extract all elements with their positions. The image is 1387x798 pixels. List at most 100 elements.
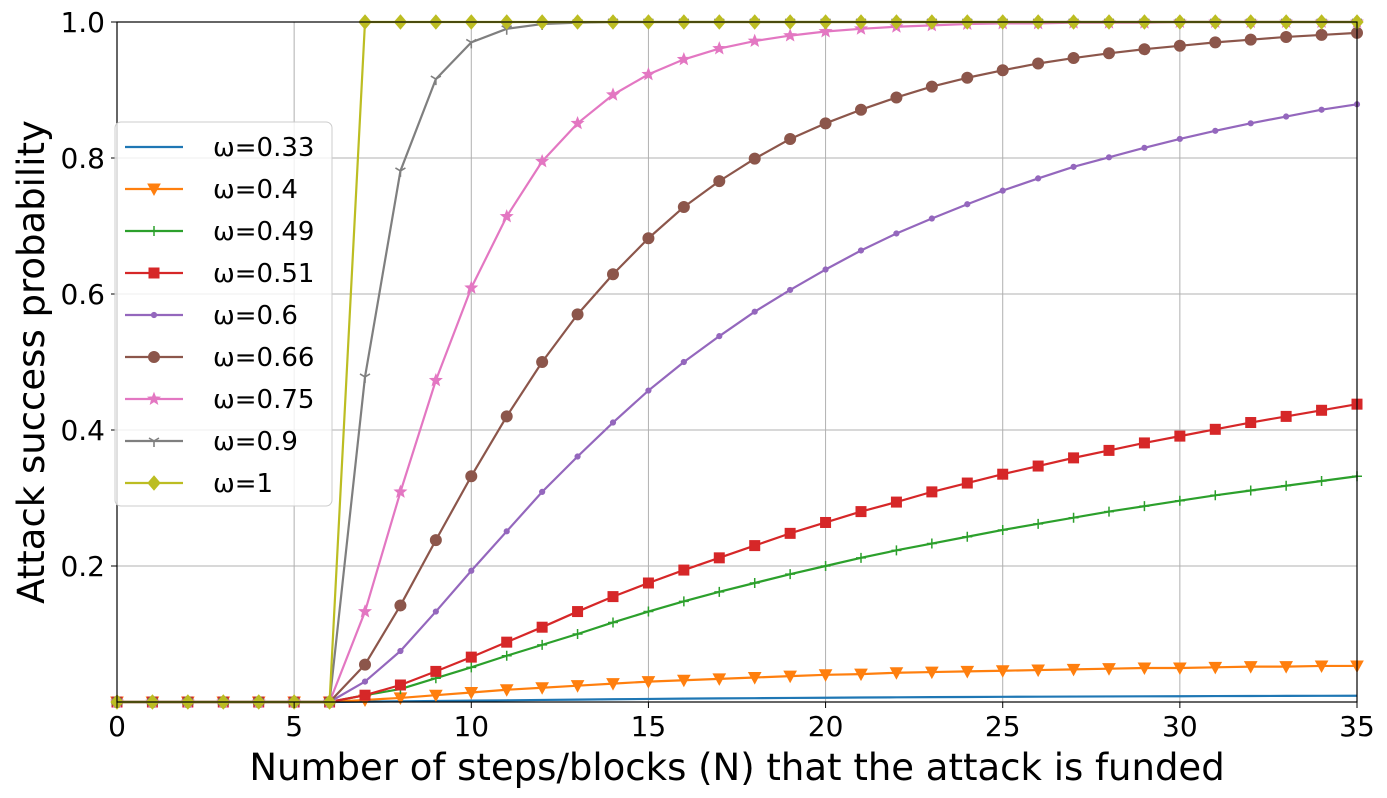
data-point bbox=[1316, 404, 1328, 416]
y-tick-label: 0.2 bbox=[60, 550, 105, 583]
data-point bbox=[572, 629, 583, 639]
data-point bbox=[1068, 512, 1079, 523]
data-point bbox=[748, 152, 761, 165]
data-point bbox=[1208, 661, 1223, 675]
data-point bbox=[1315, 28, 1328, 41]
data-point bbox=[1066, 663, 1081, 677]
legend-item: ω=0.6 bbox=[125, 301, 298, 331]
data-point bbox=[1318, 106, 1325, 113]
data-point bbox=[1210, 490, 1221, 501]
data-point bbox=[1174, 495, 1185, 506]
data-point bbox=[1035, 175, 1042, 182]
data-point bbox=[535, 682, 549, 695]
data-point bbox=[1280, 30, 1293, 43]
data-point bbox=[855, 103, 867, 116]
data-point bbox=[1033, 518, 1044, 529]
data-point bbox=[432, 608, 439, 615]
legend-label: ω=0.6 bbox=[213, 301, 298, 331]
data-point bbox=[605, 87, 621, 101]
data-point bbox=[146, 391, 162, 405]
data-point bbox=[1247, 120, 1254, 127]
data-point bbox=[677, 674, 691, 688]
data-point bbox=[539, 488, 546, 495]
data-point bbox=[893, 230, 900, 237]
legend-label: ω=0.4 bbox=[213, 175, 298, 205]
data-point bbox=[1316, 476, 1327, 486]
data-point bbox=[925, 666, 939, 680]
data-point bbox=[783, 670, 797, 684]
x-tick-label: 35 bbox=[1339, 710, 1375, 743]
data-point bbox=[465, 38, 477, 49]
data-point bbox=[926, 538, 937, 549]
x-tick-label: 5 bbox=[285, 710, 303, 743]
data-point bbox=[820, 516, 832, 528]
data-point bbox=[361, 678, 369, 685]
data-point bbox=[891, 545, 902, 556]
data-point bbox=[357, 604, 373, 618]
data-point bbox=[997, 468, 1009, 480]
data-point bbox=[925, 80, 938, 93]
data-point bbox=[1283, 113, 1290, 120]
legend-label: ω=0.33 bbox=[213, 133, 314, 163]
x-tick-label: 10 bbox=[453, 710, 489, 743]
data-point bbox=[1032, 57, 1045, 70]
data-point bbox=[678, 564, 690, 576]
data-point bbox=[713, 552, 725, 564]
data-point bbox=[747, 672, 762, 685]
data-point bbox=[962, 531, 973, 542]
data-point bbox=[641, 676, 656, 689]
data-point bbox=[430, 665, 442, 677]
legend-box bbox=[114, 121, 333, 507]
data-point bbox=[572, 606, 584, 618]
data-point bbox=[995, 665, 1010, 678]
data-point bbox=[1212, 127, 1219, 134]
data-point bbox=[1138, 437, 1150, 449]
data-point bbox=[712, 41, 727, 55]
data-point bbox=[503, 528, 510, 535]
data-point bbox=[857, 247, 865, 254]
data-point bbox=[147, 183, 161, 197]
data-point bbox=[999, 187, 1006, 194]
data-point bbox=[677, 200, 690, 213]
y-axis: 0.2 0.4 0.6 0.8 1.0 bbox=[60, 6, 117, 583]
data-point bbox=[394, 679, 406, 691]
data-point bbox=[1104, 506, 1114, 517]
data-point bbox=[428, 372, 443, 387]
data-point bbox=[500, 410, 513, 423]
legend-label: ω=0.9 bbox=[213, 427, 298, 457]
data-point bbox=[464, 686, 479, 700]
data-point bbox=[468, 567, 475, 574]
data-point bbox=[889, 667, 904, 680]
data-point bbox=[716, 333, 723, 340]
data-point bbox=[820, 561, 831, 571]
data-point bbox=[537, 639, 548, 650]
y-tick-label: 0.6 bbox=[60, 278, 105, 311]
x-tick-label: 20 bbox=[808, 710, 844, 743]
data-point bbox=[1209, 423, 1221, 435]
legend-item: ω=1 bbox=[125, 469, 273, 499]
data-point bbox=[501, 636, 513, 648]
x-axis: 0 5 10 15 20 25 30 35 bbox=[108, 702, 1375, 743]
x-tick-label: 30 bbox=[1162, 710, 1198, 743]
data-point bbox=[712, 673, 727, 686]
data-point bbox=[1245, 417, 1257, 429]
data-point bbox=[961, 71, 974, 84]
data-point bbox=[1102, 663, 1116, 676]
data-point bbox=[997, 524, 1008, 535]
data-point bbox=[359, 373, 371, 383]
data-point bbox=[1279, 661, 1293, 674]
data-point bbox=[499, 684, 514, 697]
data-point bbox=[643, 606, 654, 617]
data-point bbox=[787, 286, 794, 294]
y-tick-label: 0.8 bbox=[60, 142, 105, 175]
data-point bbox=[1280, 410, 1292, 422]
data-point bbox=[1314, 660, 1329, 674]
data-point bbox=[784, 527, 796, 539]
data-point bbox=[854, 668, 868, 682]
data-point bbox=[149, 226, 159, 236]
data-point bbox=[855, 506, 867, 518]
data-point bbox=[713, 175, 726, 188]
data-point bbox=[680, 358, 687, 366]
data-point bbox=[464, 280, 479, 294]
